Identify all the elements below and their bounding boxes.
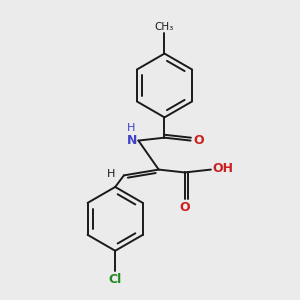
Text: O: O [194, 134, 204, 147]
Text: O: O [179, 202, 190, 214]
Text: H: H [107, 169, 115, 179]
Text: OH: OH [212, 162, 233, 175]
Text: Cl: Cl [109, 272, 122, 286]
Text: N: N [127, 134, 137, 147]
Text: H: H [127, 123, 136, 133]
Text: CH₃: CH₃ [155, 22, 174, 32]
